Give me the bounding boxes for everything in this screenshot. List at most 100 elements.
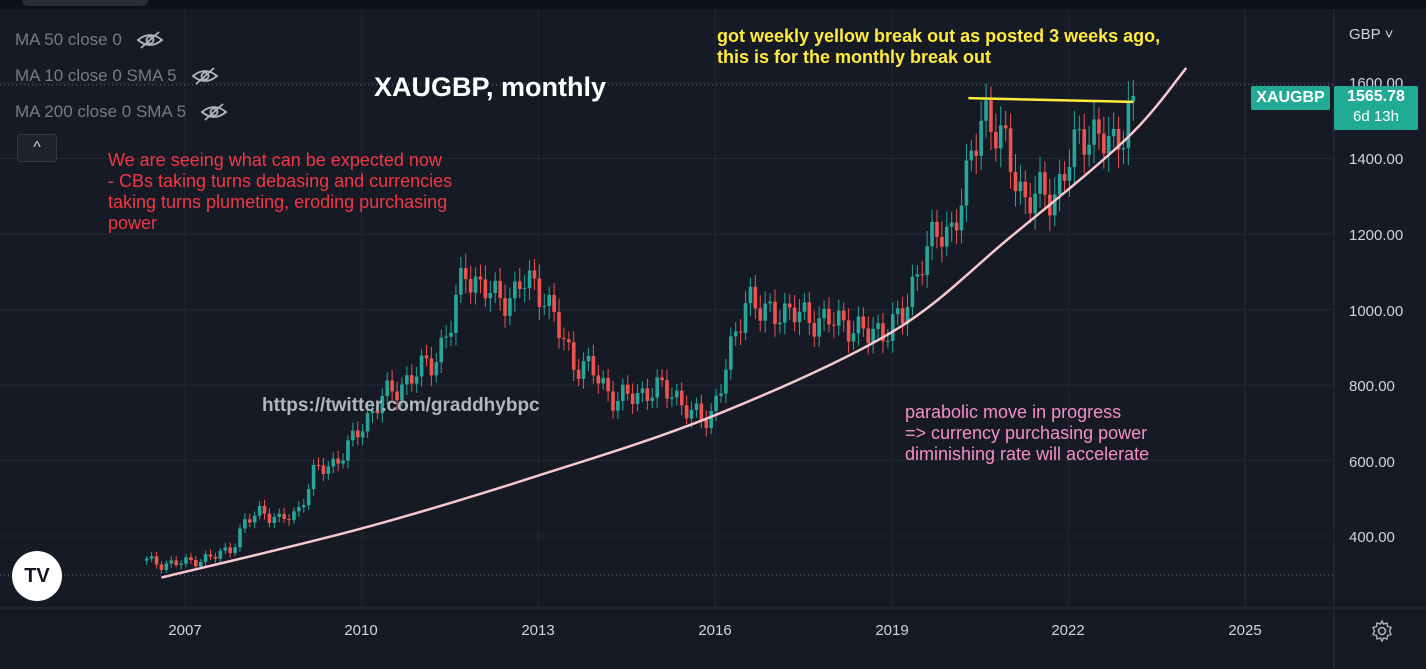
candle-body [596,375,601,384]
candle-body [650,397,655,401]
candle-body [748,286,753,304]
candle-body [895,308,900,315]
candle-body [851,333,856,342]
candle-body [223,547,228,551]
candle-body [635,393,640,404]
candle-body [998,125,1003,149]
candle-body [454,294,458,333]
candle-body [630,393,635,404]
legend-ma10-label: MA 10 close 0 SMA 5 [15,66,177,85]
candle-body [336,458,340,464]
candle-body [763,303,767,321]
candle-body [449,332,453,337]
candle-body [601,377,605,384]
candle-body [954,222,959,231]
candle-body [203,554,208,562]
candle-body [208,554,213,557]
bar-countdown: 6d 13h [1353,108,1399,125]
candle-body [444,336,448,338]
candle-body [1018,181,1023,192]
chart-title: XAUGBP, monthly [374,72,607,102]
legend-ma200-label: MA 200 close 0 SMA 5 [15,102,187,121]
gear-icon[interactable] [1370,619,1394,643]
candle-body [797,311,802,323]
candle-body [979,120,983,156]
candle-body [984,100,988,121]
candle-body [699,403,704,420]
collapse-legend-button[interactable]: ^ [17,134,57,162]
candle-body [782,303,787,323]
eye-off-icon[interactable] [191,66,219,86]
candle-body [213,556,218,559]
candle-body [1062,173,1067,181]
candle-body [753,286,758,309]
candle-body [247,519,252,523]
candle-body [513,281,517,299]
candle-body [1102,133,1106,154]
candle-body [684,405,689,419]
candle-body [827,308,831,325]
candle-body [552,294,556,312]
chevron-up-icon: ^ [33,139,41,156]
candle-body [994,131,998,149]
candle-body [1072,129,1077,168]
legend-ma10[interactable]: MA 10 close 0 SMA 5 [15,66,219,86]
candle-body [817,318,821,337]
year-tick: 2025 [1228,622,1262,639]
candle-body [679,390,684,406]
candle-body [890,314,895,341]
candle-body [915,274,920,277]
legend-ma50-label: MA 50 close 0 [15,30,122,49]
candle-body [478,276,483,280]
candle-body [557,311,561,338]
candle-body [930,221,934,247]
candle-body [537,278,542,307]
top-toolbar [0,0,1426,9]
year-tick: 2019 [875,622,909,639]
parabola-curve [161,67,1188,579]
toolbar-tab[interactable] [22,0,148,6]
candle-body [1013,171,1018,192]
candle-body [1121,148,1126,150]
tradingview-logo-icon[interactable]: TV [12,551,62,601]
candle-body [959,205,964,231]
year-tick: 2013 [521,622,555,639]
price-chart[interactable] [0,9,1426,669]
candle-body [292,511,296,521]
candle-body [714,395,718,412]
candle-body [841,310,846,321]
candle-body [1008,128,1013,172]
candle-body [940,236,944,247]
candle-body [287,518,291,521]
candle-body [159,564,164,570]
candle-body [876,323,880,329]
currency-button[interactable]: GBP ˅ [1349,26,1393,43]
candle-body [316,464,321,466]
candle-body [856,316,861,334]
candle-body [395,391,399,401]
candle-body [778,322,782,325]
candle-body [704,419,709,429]
candle-body [567,339,571,343]
candle-body [935,221,939,237]
candle-body [1057,173,1062,195]
candle-body [616,400,620,411]
legend-ma50[interactable]: MA 50 close 0 [15,30,164,50]
legend-ma200[interactable]: MA 200 close 0 SMA 5 [15,102,228,122]
candle-body [792,307,797,323]
candle-body [719,393,723,396]
candle-body [144,558,149,561]
symbol-tag: XAUGBP [1251,86,1330,110]
candle-body [272,516,277,523]
candle-body [419,355,424,377]
note-red: We are seeing what can be expected now -… [108,150,453,233]
candle-body [1023,181,1028,198]
candle-body [1033,193,1037,214]
eye-off-icon[interactable] [200,102,228,122]
price-tick: 1200.00 [1349,227,1404,244]
candle-body [532,270,537,279]
candle-body [625,384,630,394]
eye-off-icon[interactable] [136,30,164,50]
candle-body [822,308,826,319]
candle-body [832,324,836,326]
